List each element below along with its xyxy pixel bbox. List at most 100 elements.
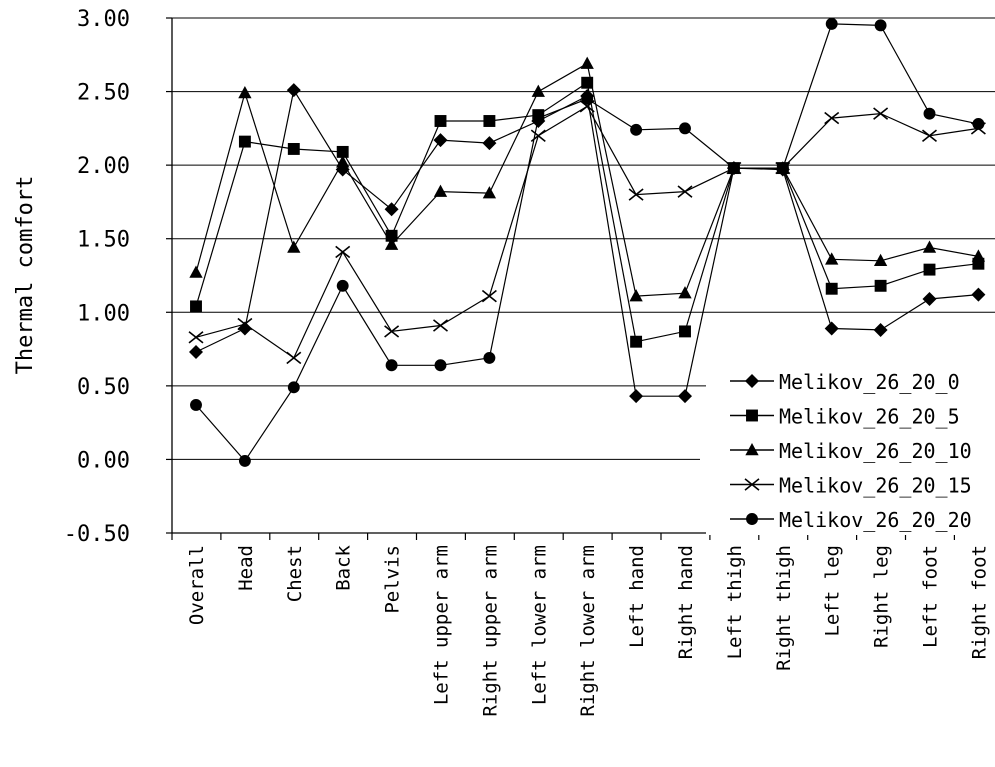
legend-entry: Melikov_26_20_20 <box>730 508 972 532</box>
data-point-x <box>628 188 644 201</box>
data-point-circle <box>385 359 398 372</box>
data-point-x <box>873 107 889 120</box>
data-point-triangle <box>482 186 497 199</box>
y-tick-label: 2.00 <box>77 154 130 179</box>
data-point-square <box>923 263 936 276</box>
data-point-circle <box>532 112 545 125</box>
y-tick-label: 0.50 <box>77 375 130 400</box>
data-point-circle <box>287 381 300 394</box>
data-point-circle <box>336 279 349 292</box>
legend-label: Melikov_26_20_10 <box>779 439 972 463</box>
x-tick-label: Right hand <box>675 545 697 659</box>
y-tick-label: 1.50 <box>77 228 130 253</box>
data-point-diamond <box>286 83 301 98</box>
x-tick-label: Overall <box>186 545 208 625</box>
series-line <box>195 105 979 359</box>
legend-label: Melikov_26_20_0 <box>779 370 960 394</box>
data-point-x <box>824 111 840 125</box>
series-3 <box>188 100 986 365</box>
series-1 <box>190 76 985 348</box>
data-point-square <box>238 135 251 148</box>
x-tick-label: Left lower arm <box>528 545 550 705</box>
data-point-x <box>481 289 497 303</box>
y-axis-label: Thermal comfort <box>13 176 38 375</box>
legend-entry: Melikov_26_20_5 <box>730 405 960 429</box>
data-point-x <box>384 325 400 338</box>
data-point-triangle <box>384 237 399 250</box>
data-point-diamond <box>433 133 448 148</box>
data-point-circle <box>746 513 758 525</box>
data-point-square <box>483 115 496 127</box>
x-tick-label: Pelvis <box>382 545 404 614</box>
x-tick-label: Right thigh <box>773 545 795 671</box>
data-point-square <box>581 76 594 89</box>
data-point-x <box>922 129 937 142</box>
data-point-diamond <box>678 389 692 404</box>
x-tick-label: Left hand <box>626 545 648 648</box>
data-point-circle <box>190 399 202 411</box>
data-point-diamond <box>629 389 644 404</box>
data-point-diamond <box>745 374 759 388</box>
data-point-x <box>335 245 351 259</box>
data-point-square <box>385 229 398 242</box>
data-point-triangle <box>287 240 301 253</box>
data-point-square <box>746 409 758 422</box>
data-point-triangle <box>629 289 643 302</box>
data-point-diamond <box>873 322 888 337</box>
grid-lines <box>172 17 995 460</box>
data-point-circle <box>923 107 936 120</box>
data-point-circle <box>581 92 594 105</box>
data-point-x <box>188 331 204 344</box>
legend-entry: Melikov_26_20_0 <box>730 370 960 394</box>
data-point-circle <box>238 454 251 467</box>
data-point-x <box>677 185 693 198</box>
legend-label: Melikov_26_20_15 <box>779 474 972 498</box>
x-tick-label: Right leg <box>871 545 893 648</box>
data-point-triangle <box>745 443 759 456</box>
y-tick-label: 0.00 <box>77 448 130 473</box>
data-point-diamond <box>971 287 986 302</box>
data-point-diamond <box>384 202 399 217</box>
legend: Melikov_26_20_0 Melikov_26_20_5 Melikov_26… <box>706 360 995 535</box>
data-point-circle <box>727 162 740 175</box>
legend-entry: Melikov_26_20_10 <box>730 439 972 463</box>
series-4 <box>190 17 985 467</box>
data-point-square <box>825 282 838 295</box>
data-point-square <box>434 115 447 127</box>
data-point-diamond <box>189 345 203 360</box>
data-point-square <box>336 145 349 158</box>
y-tick-label: 1.00 <box>77 301 130 326</box>
x-tick-label: Back <box>333 544 355 590</box>
x-tick-label: Left leg <box>822 545 844 637</box>
data-point-triangle <box>238 86 252 99</box>
data-point-triangle <box>433 184 448 197</box>
y-tick-label: 3.00 <box>77 7 130 32</box>
data-point-circle <box>630 123 643 136</box>
legend-entry: Melikov_26_20_15 <box>730 474 972 498</box>
series-lines <box>188 17 986 467</box>
data-point-square <box>874 279 887 292</box>
data-point-triangle <box>189 265 203 278</box>
y-tick-label: -0.50 <box>64 522 130 547</box>
data-point-triangle <box>922 240 937 253</box>
data-point-triangle <box>825 252 839 265</box>
data-point-diamond <box>824 321 839 336</box>
data-point-diamond <box>482 136 497 151</box>
y-tick-label: 2.50 <box>77 81 130 106</box>
data-point-square <box>972 257 985 270</box>
x-tick-label: Right upper arm <box>479 545 501 717</box>
data-point-square <box>630 335 643 348</box>
data-point-x <box>744 478 760 491</box>
legend-label: Melikov_26_20_20 <box>779 508 972 532</box>
data-point-x <box>286 351 302 365</box>
x-tick-label: Right foot <box>968 545 990 659</box>
x-tick-label: Head <box>235 545 257 591</box>
x-tick-labels: Overall Head Chest Back Pelvis Left upper arm… <box>186 544 990 716</box>
data-point-circle <box>776 162 789 175</box>
data-point-triangle <box>678 286 692 299</box>
x-tick-label: Left thigh <box>724 545 746 659</box>
data-point-triangle <box>580 56 594 69</box>
data-point-circle <box>972 117 985 130</box>
data-point-triangle <box>873 253 888 267</box>
